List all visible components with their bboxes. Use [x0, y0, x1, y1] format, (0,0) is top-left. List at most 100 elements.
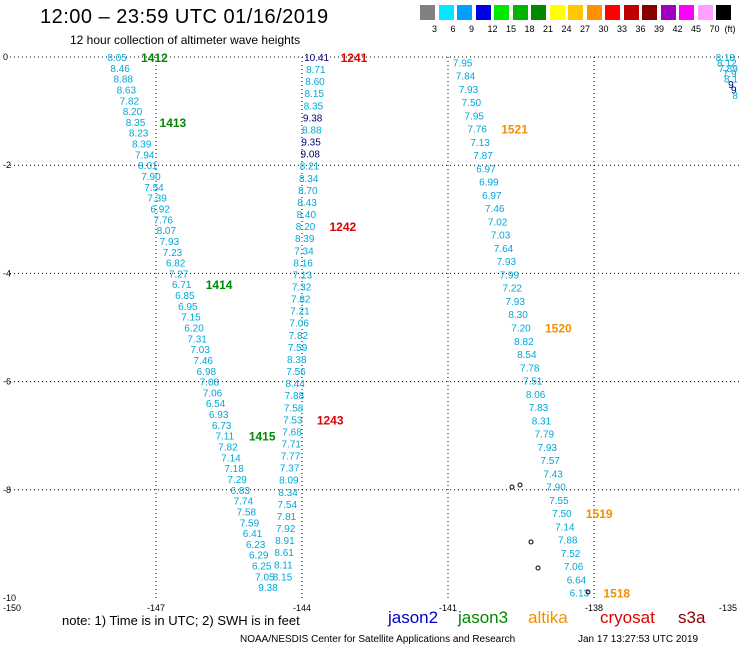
wave-height-value: 6.85: [175, 291, 195, 302]
legend-swatch: [568, 5, 583, 20]
wave-height-value: 8: [732, 91, 738, 102]
wave-height-value: 9.35: [301, 138, 321, 149]
wave-height-value: 8.1: [724, 75, 738, 86]
legend-swatch: [586, 5, 602, 20]
legend-swatch: [716, 5, 731, 20]
wave-height-value: 7.59: [240, 518, 260, 529]
island-shape: [528, 539, 534, 545]
legend-swatch: [512, 5, 528, 20]
wave-height-value: 7.82: [218, 443, 238, 454]
wave-height-value: 8.35: [126, 118, 146, 129]
island-shape: [585, 589, 591, 595]
wave-height-value: 7.95: [453, 58, 473, 69]
wave-height-value: 7.78: [520, 363, 540, 374]
island-shape: [509, 484, 515, 490]
wave-height-value: 7.37: [280, 464, 300, 475]
lat-tick-label: -2: [3, 160, 11, 170]
wave-height-value: 8.15: [304, 89, 324, 100]
lon-tick-label: -135: [719, 603, 737, 613]
wave-height-value: 6.23: [246, 540, 266, 551]
wave-height-value: 8.39: [132, 140, 152, 151]
wave-height-value: 7.54: [278, 500, 298, 511]
wave-height-value: 9.38: [258, 583, 278, 594]
legend-swatch: [438, 5, 454, 20]
satellite-label-jason3: jason3: [458, 608, 509, 627]
credit-line: NOAA/NESDIS Center for Satellite Applica…: [240, 634, 516, 645]
legend-unit: (ft): [724, 24, 736, 34]
wave-height-value: 8.21: [300, 162, 320, 173]
wave-height-value: 7.93: [160, 237, 180, 248]
wave-height-value: 7.58: [284, 403, 304, 414]
wave-height-value: 8.71: [306, 65, 326, 76]
wave-height-value: 7.90: [141, 172, 161, 183]
wave-height-value: 7.43: [543, 469, 563, 480]
lat-tick-label: -8: [3, 485, 11, 495]
wave-height-value: 8.11: [274, 560, 293, 571]
wave-height-value: 8.88: [302, 125, 322, 136]
wave-height-value: 7.05: [255, 572, 275, 583]
track-time-label: 1413: [160, 116, 187, 130]
wave-height-value: 7.46: [194, 356, 214, 367]
legend-label: 42: [672, 24, 683, 34]
wave-height-value: 6.93: [209, 410, 229, 421]
legend-label: 15: [506, 24, 517, 34]
wave-height-value: 7.68: [282, 427, 302, 438]
wave-height-value: 8.44: [285, 379, 305, 390]
lon-tick-label: -150: [3, 603, 21, 613]
wave-height-value: 6.25: [252, 562, 272, 573]
wave-height-value: 10.41: [304, 53, 329, 64]
lon-tick-label: -147: [147, 603, 165, 613]
wave-height-value: 7.93: [538, 443, 558, 454]
legend-swatch: [531, 5, 546, 20]
wave-height-value: 7.93: [497, 257, 517, 268]
wave-height-value: 8.05: [107, 53, 127, 64]
legend-label: 6: [450, 24, 456, 34]
wave-height-value: 8.61: [274, 548, 294, 559]
wave-height-value: 8.88: [113, 75, 133, 86]
wave-height-value: 7.34: [294, 246, 314, 257]
wave-height-value: 8.46: [110, 64, 130, 75]
wave-height-value: 6.41: [243, 529, 263, 540]
legend-label: 18: [524, 24, 535, 34]
legend-label: 70: [709, 24, 720, 34]
wave-height-value: 7.06: [564, 562, 584, 573]
wave-height-value: 6.95: [178, 302, 198, 313]
legend-label: 27: [580, 24, 591, 34]
wave-height-value: 8.40: [297, 210, 317, 221]
island-shape: [535, 565, 541, 571]
wave-height-value: 8.43: [297, 198, 317, 209]
wave-height-value: 7.15: [181, 313, 201, 324]
wave-height-value: 7.20: [511, 324, 531, 335]
wave-height-value: 7.50: [552, 509, 572, 520]
wave-height-value: 7.79: [535, 430, 555, 441]
wave-height-value: 7.87: [473, 151, 493, 162]
wave-height-value: 7.71: [282, 440, 302, 451]
legend-label: 21: [543, 24, 554, 34]
wave-height-value: 7.27: [169, 269, 189, 280]
lat-tick-label: -10: [3, 593, 16, 603]
legend-label: 45: [691, 24, 702, 34]
wave-height-value: 8.82: [514, 337, 534, 348]
page-subtitle: 12 hour collection of altimeter wave hei…: [70, 33, 301, 47]
wave-height-value: 8.30: [508, 310, 528, 321]
wave-height-value: 6.13: [570, 589, 590, 600]
footer-note: note: 1) Time is in UTC; 2) SWH is in fe…: [62, 613, 300, 628]
wave-height-value: 7.46: [485, 204, 505, 215]
wave-height-value: 7.06: [203, 388, 223, 399]
wave-height-value: 8.31: [532, 416, 552, 427]
wave-height-value: 8.70: [298, 186, 318, 197]
wave-height-value: 7.03: [491, 231, 511, 242]
wave-height-value: 7.82: [291, 295, 311, 306]
wave-height-value: 7.53: [283, 415, 303, 426]
lon-tick-label: -141: [439, 603, 457, 613]
island-shape: [517, 482, 523, 488]
satellite-label-cryosat: cryosat: [600, 608, 655, 627]
wave-height-value: 6.64: [567, 575, 587, 586]
wave-height-value: 7.06: [289, 319, 309, 330]
wave-height-value: 8.20: [123, 107, 143, 118]
wave-height-value: 6.82: [166, 259, 186, 270]
legend-swatch: [697, 5, 713, 20]
wave-height-value: 6.29: [249, 551, 269, 562]
wave-height-value: 7.14: [221, 453, 241, 464]
legend-swatch: [623, 5, 639, 20]
